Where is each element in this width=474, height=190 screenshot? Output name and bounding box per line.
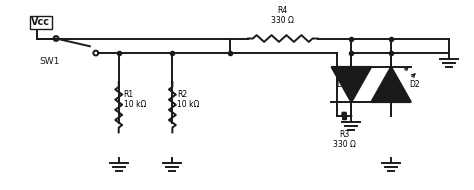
Polygon shape xyxy=(331,67,371,102)
Text: R3
330 Ω: R3 330 Ω xyxy=(333,130,356,149)
Text: SW1: SW1 xyxy=(39,57,60,66)
Text: D1: D1 xyxy=(337,80,347,89)
Text: R4
330 Ω: R4 330 Ω xyxy=(271,6,294,25)
Text: Vcc: Vcc xyxy=(31,17,50,27)
Polygon shape xyxy=(371,67,411,102)
Text: R1
10 kΩ: R1 10 kΩ xyxy=(124,90,146,109)
Text: R2
10 kΩ: R2 10 kΩ xyxy=(177,90,200,109)
Text: D2: D2 xyxy=(409,80,419,89)
